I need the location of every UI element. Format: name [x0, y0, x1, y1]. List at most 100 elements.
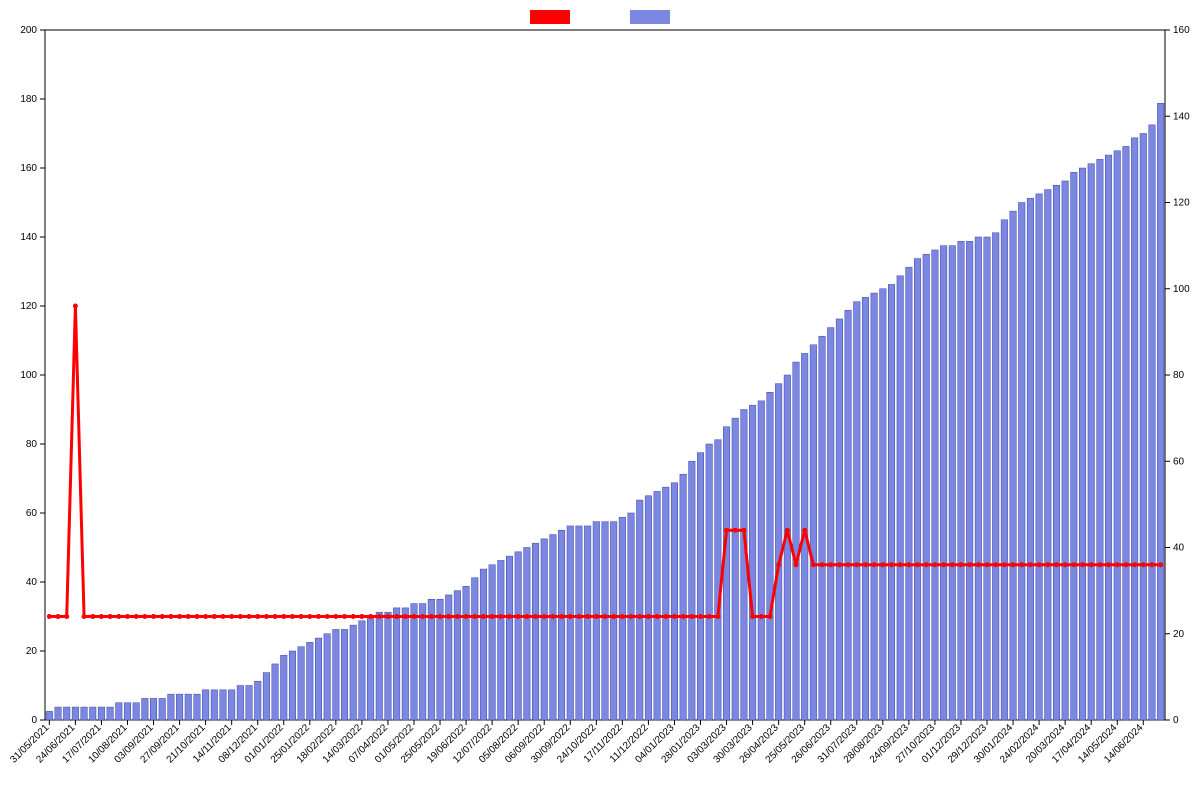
bar: [697, 453, 704, 720]
bar: [515, 552, 522, 720]
bar: [558, 530, 565, 720]
bar: [871, 293, 878, 720]
bar: [89, 707, 96, 720]
line-marker: [611, 614, 616, 619]
line-marker: [603, 614, 608, 619]
line-marker: [220, 614, 225, 619]
line-marker: [212, 614, 217, 619]
line-marker: [247, 614, 252, 619]
line-marker: [985, 562, 990, 567]
line-marker: [629, 614, 634, 619]
svg-text:100: 100: [1173, 284, 1190, 295]
bar: [307, 642, 314, 720]
line-marker: [663, 614, 668, 619]
bar: [480, 569, 487, 720]
line-marker: [490, 614, 495, 619]
line-marker: [420, 614, 425, 619]
line-marker: [941, 562, 946, 567]
bar: [984, 237, 991, 720]
bar: [1149, 125, 1156, 720]
svg-text:140: 140: [20, 232, 37, 243]
line-marker: [828, 562, 833, 567]
line-marker: [82, 614, 87, 619]
line-marker: [455, 614, 460, 619]
bar: [116, 703, 123, 720]
bar: [1123, 146, 1130, 720]
bar: [567, 526, 574, 720]
bar: [281, 655, 288, 720]
line-marker: [507, 614, 512, 619]
line-marker: [90, 614, 95, 619]
line-marker: [516, 614, 521, 619]
bar: [402, 608, 409, 720]
line-marker: [993, 562, 998, 567]
bar: [819, 336, 826, 720]
line-marker: [472, 614, 477, 619]
bar: [298, 647, 305, 720]
bar: [124, 703, 131, 720]
line-marker: [1002, 562, 1007, 567]
bar: [168, 694, 175, 720]
bar: [1088, 164, 1095, 720]
bar: [880, 289, 887, 720]
bar: [524, 548, 531, 721]
bar: [202, 690, 209, 720]
line-marker: [880, 562, 885, 567]
line-marker: [698, 614, 703, 619]
line-marker: [411, 614, 416, 619]
line-marker: [811, 562, 816, 567]
svg-text:160: 160: [1173, 25, 1190, 36]
svg-text:160: 160: [20, 163, 37, 174]
line-marker: [655, 614, 660, 619]
bar: [671, 483, 678, 720]
bar: [359, 621, 366, 720]
bar: [1079, 168, 1086, 720]
bar: [1018, 203, 1025, 721]
svg-text:60: 60: [26, 508, 38, 519]
bar: [454, 591, 461, 720]
bar: [55, 707, 62, 720]
svg-text:180: 180: [20, 94, 37, 105]
line-marker: [1115, 562, 1120, 567]
line-marker: [255, 614, 260, 619]
bar: [906, 267, 913, 720]
line-marker: [116, 614, 121, 619]
legend-swatch: [530, 10, 570, 24]
bar: [211, 690, 218, 720]
line-marker: [47, 614, 52, 619]
line-marker: [724, 528, 729, 533]
line-marker: [160, 614, 165, 619]
line-marker: [281, 614, 286, 619]
line-marker: [915, 562, 920, 567]
bar: [940, 246, 947, 720]
line-marker: [56, 614, 61, 619]
bar: [1071, 172, 1078, 720]
line-marker: [646, 614, 651, 619]
line-marker: [108, 614, 113, 619]
bar: [176, 694, 183, 720]
bar: [1131, 138, 1138, 720]
bar: [888, 284, 895, 720]
bar: [854, 302, 861, 720]
line-marker: [325, 614, 330, 619]
line-marker: [733, 528, 738, 533]
line-marker: [177, 614, 182, 619]
line-marker: [681, 614, 686, 619]
bar: [749, 405, 756, 720]
bar: [584, 526, 591, 720]
line-marker: [524, 614, 529, 619]
line-marker: [229, 614, 234, 619]
line-marker: [1063, 562, 1068, 567]
bar: [932, 250, 939, 720]
bar: [654, 491, 661, 720]
bar: [1010, 211, 1017, 720]
svg-text:0: 0: [31, 715, 37, 726]
bar: [576, 526, 583, 720]
bar: [46, 711, 53, 720]
bar: [593, 522, 600, 720]
line-marker: [1123, 562, 1128, 567]
bar: [810, 345, 817, 720]
bar: [1001, 220, 1008, 720]
bar: [1062, 181, 1069, 720]
line-marker: [689, 614, 694, 619]
